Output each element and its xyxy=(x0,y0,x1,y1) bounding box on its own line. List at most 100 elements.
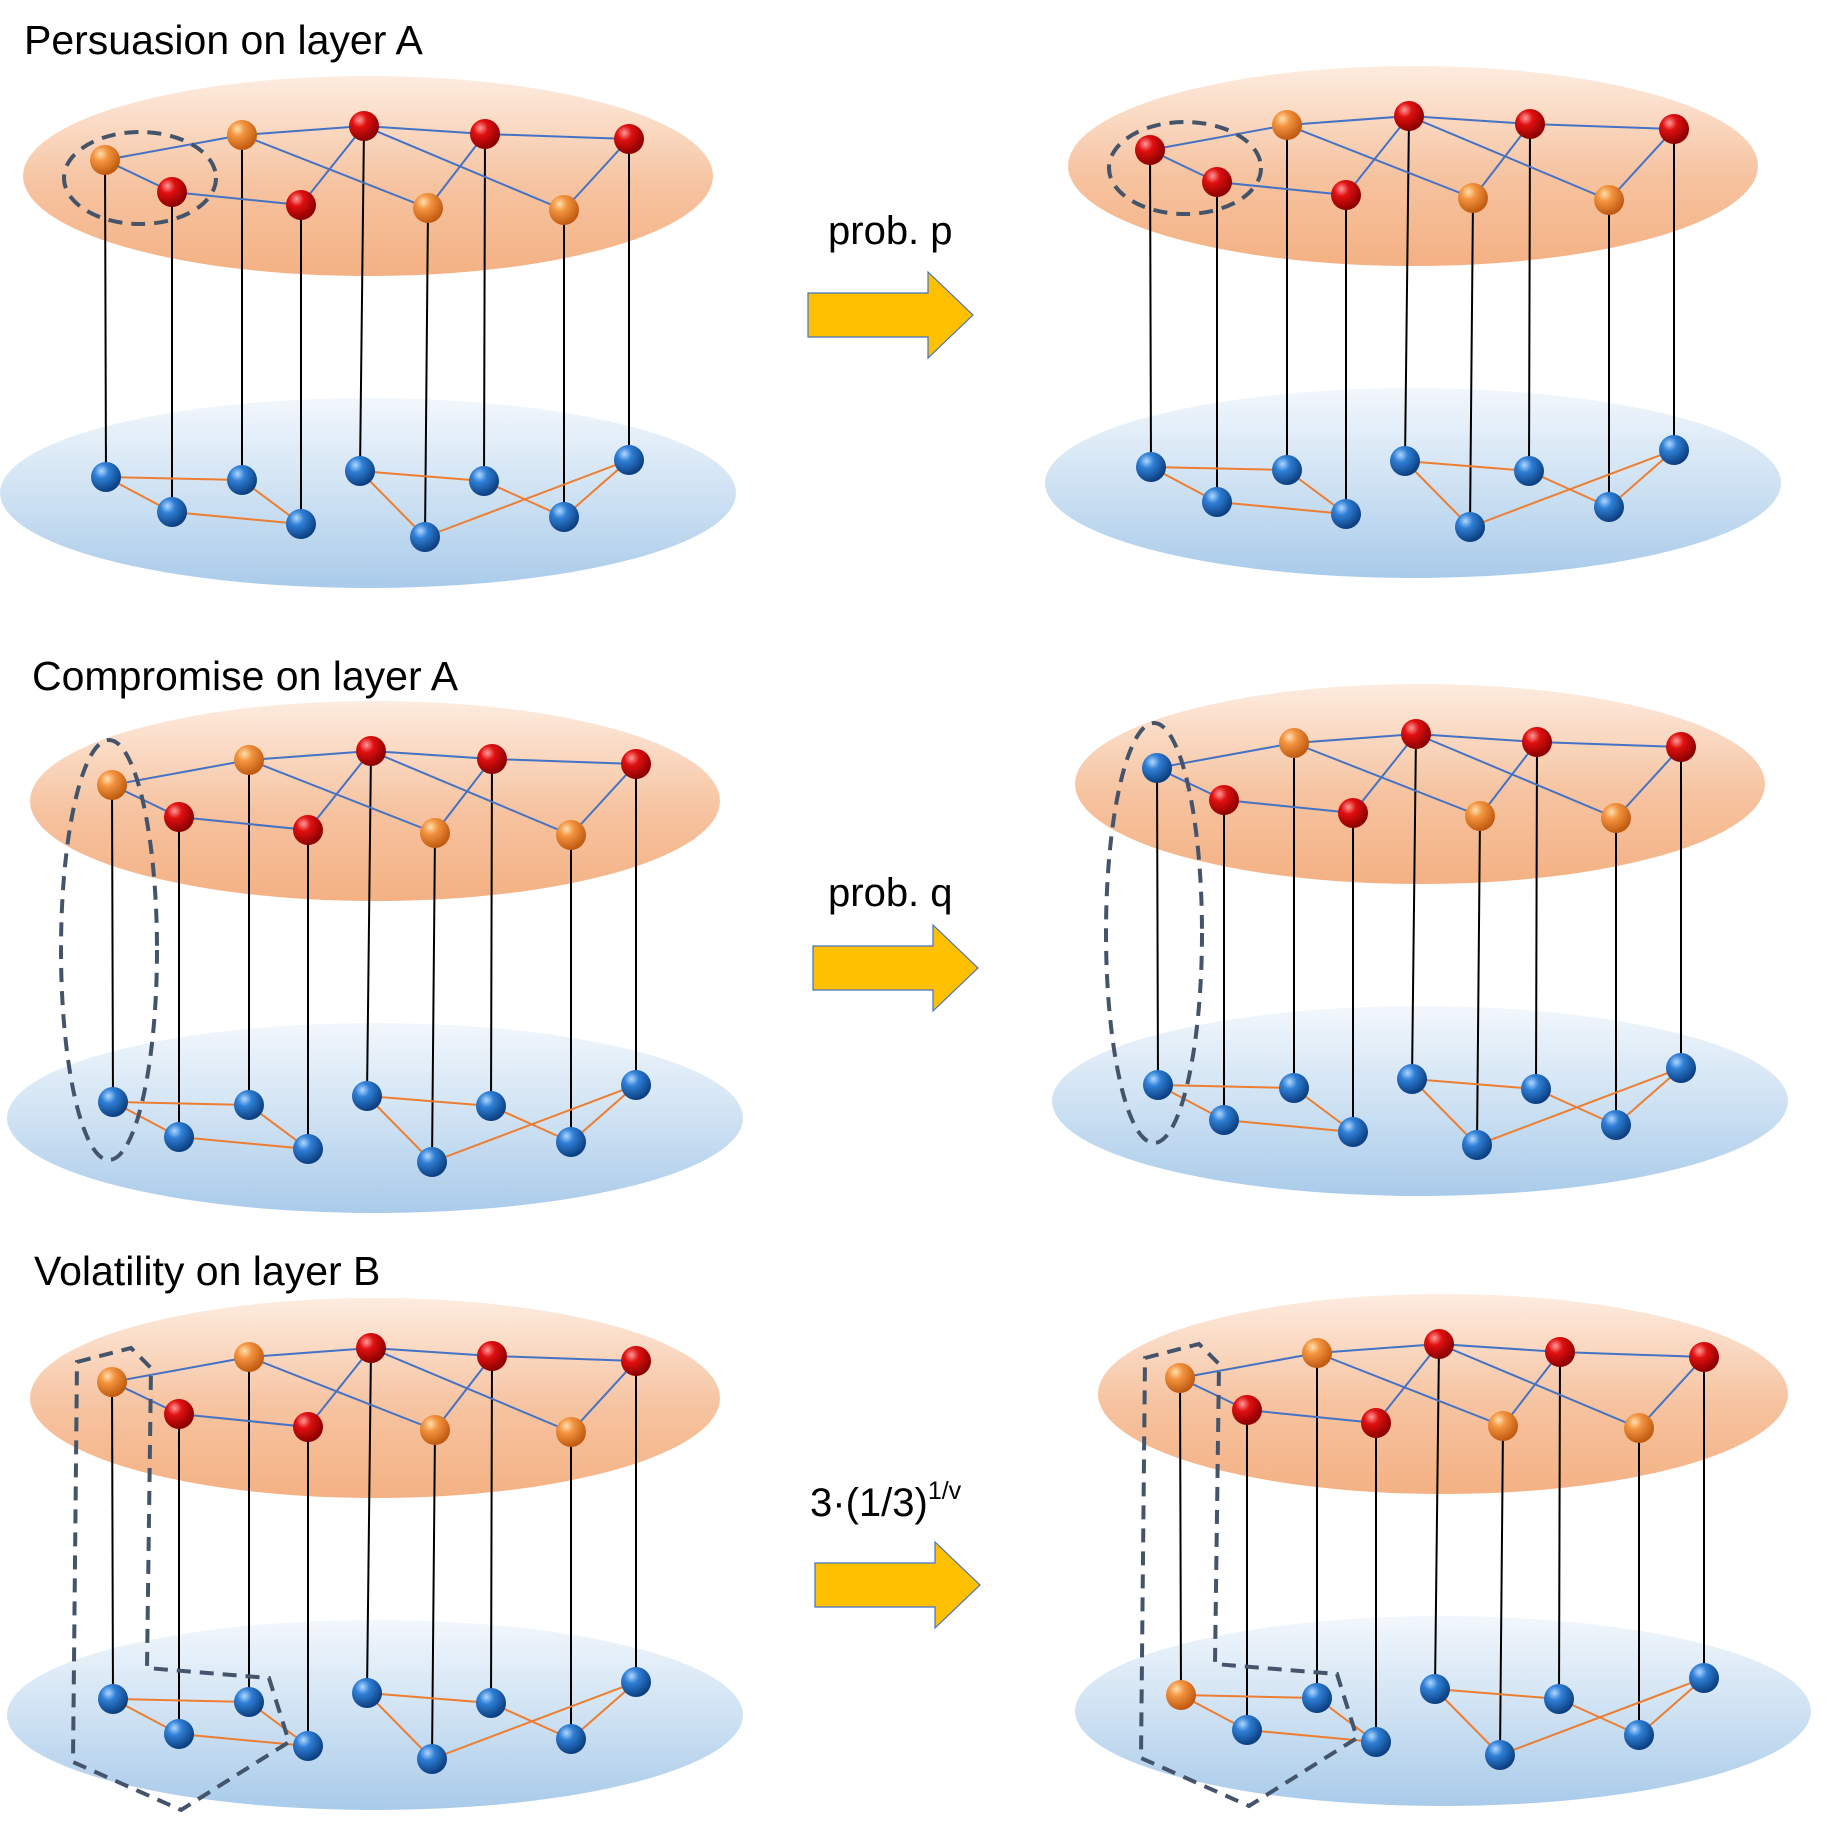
layer-a-node-red xyxy=(1361,1408,1391,1438)
interlayer-link xyxy=(424,207,429,538)
interlayer-link xyxy=(431,832,436,1163)
layer-a-edge xyxy=(104,134,243,161)
network-panels xyxy=(0,66,1811,1813)
layer-b-node-blue xyxy=(1455,512,1485,542)
layer-a-edge xyxy=(1438,1343,1561,1353)
layer-a-node-red xyxy=(293,1412,323,1442)
layer-b-node-blue xyxy=(1338,1117,1368,1147)
layer-a-node-orange xyxy=(420,1415,450,1445)
layer-a-edge xyxy=(1472,123,1531,199)
layer-a-disk xyxy=(30,701,720,901)
layer-a-edge xyxy=(111,759,250,786)
layer-b-edge xyxy=(1434,1688,1560,1700)
layer-b-disk xyxy=(7,1023,743,1213)
layer-b-disk xyxy=(7,1620,743,1810)
layer-b-node-blue xyxy=(1485,1740,1515,1770)
layer-a-disk xyxy=(23,76,713,276)
layer-a-edge xyxy=(1615,746,1682,819)
layer-b-node-blue xyxy=(1514,456,1544,486)
layer-a-node-orange xyxy=(1624,1413,1654,1443)
layer-b-node-blue xyxy=(234,1090,264,1120)
interlayer-link xyxy=(490,1355,493,1704)
layer-a-edge xyxy=(178,1413,309,1428)
layer-a-node-orange xyxy=(234,745,264,775)
layer-a-node-orange xyxy=(1279,728,1309,758)
layer-b-node-blue xyxy=(1544,1684,1574,1714)
layer-a-edge xyxy=(1293,733,1417,744)
layer-b-node-blue xyxy=(1272,455,1302,485)
layer-b-disk xyxy=(1075,1616,1811,1806)
layer-b-node-blue xyxy=(164,1122,194,1152)
layer-b-edge xyxy=(1404,460,1530,472)
layer-a-edge xyxy=(370,1347,493,1357)
layer-a-edge xyxy=(307,1347,372,1428)
layer-a-edge xyxy=(1345,115,1410,196)
node-column-highlight xyxy=(59,738,159,1162)
layer-a-edge xyxy=(1638,1356,1705,1429)
layer-a-edge xyxy=(178,816,309,831)
layer-b-node-blue xyxy=(1390,446,1420,476)
layer-a-edge xyxy=(1286,115,1410,126)
layer-b-edge xyxy=(1180,1694,1318,1699)
layer-a-node-red xyxy=(1232,1395,1262,1425)
layer-a-edge xyxy=(1293,742,1481,817)
layer-b-edge xyxy=(1476,1067,1682,1146)
layer-a-node-red xyxy=(356,1333,386,1363)
layer-a-node-red xyxy=(1202,167,1232,197)
layer-b-node-blue xyxy=(98,1087,128,1117)
layer-a-edge xyxy=(491,1355,637,1362)
layer-b-node-orange xyxy=(1166,1680,1196,1710)
layer-b-disk xyxy=(0,398,736,588)
transition-arrows xyxy=(807,270,981,1630)
volatility-region-highlight xyxy=(1138,1341,1360,1809)
layer-a-edge xyxy=(491,758,637,765)
layer-a-edge xyxy=(363,125,486,135)
interlayer-link xyxy=(490,758,493,1107)
layer-b-node-blue xyxy=(1202,487,1232,517)
layer-a-node-red xyxy=(293,815,323,845)
layer-b-edge xyxy=(1157,1084,1295,1089)
layer-b-node-blue xyxy=(1601,1110,1631,1140)
row-3-transition-arrow xyxy=(814,1540,981,1630)
layer-a-edge xyxy=(1408,115,1531,125)
layer-a-node-red xyxy=(1545,1337,1575,1367)
interlayer-link xyxy=(1476,815,1481,1146)
layer-b-edge xyxy=(112,1698,250,1703)
layer-a-edge xyxy=(1479,741,1538,817)
interlayer-link xyxy=(1558,1351,1561,1700)
layer-b-node-blue xyxy=(91,462,121,492)
layer-a-edge xyxy=(570,763,637,836)
row-1-before-panel xyxy=(0,76,736,588)
row-1-transition-arrow xyxy=(807,270,974,360)
interlayer-link xyxy=(1499,1425,1504,1756)
layer-a-node-red xyxy=(1659,114,1689,144)
layer-a-node-orange xyxy=(420,818,450,848)
layer-b-node-blue xyxy=(556,1724,586,1754)
layer-a-edge xyxy=(248,1347,372,1358)
layer-a-edge xyxy=(1246,1409,1377,1424)
layer-b-node-blue xyxy=(469,466,499,496)
layer-a-node-orange xyxy=(549,195,579,225)
layer-b-disk xyxy=(1045,388,1781,578)
layer-a-disk xyxy=(1075,684,1765,884)
layer-b-node-blue xyxy=(345,456,375,486)
layer-a-node-orange xyxy=(556,1417,586,1447)
layer-b-edge xyxy=(359,470,485,482)
interlayer-link xyxy=(1179,1377,1182,1696)
layer-a-edge xyxy=(1316,1343,1440,1354)
layer-a-node-orange xyxy=(1302,1338,1332,1368)
layer-b-edge xyxy=(424,459,630,538)
layer-a-node-orange xyxy=(90,145,120,175)
row-1-title: Persuasion on layer A xyxy=(24,17,424,63)
row-3-before-panel xyxy=(7,1298,743,1813)
node-column-highlight xyxy=(1104,721,1204,1145)
layer-a-disk xyxy=(30,1298,720,1498)
layer-b-node-blue xyxy=(1462,1130,1492,1160)
layer-a-node-red xyxy=(1522,727,1552,757)
layer-b-node-blue xyxy=(98,1684,128,1714)
layer-a-node-red xyxy=(349,111,379,141)
layer-b-edge xyxy=(1216,501,1347,515)
interlayer-link xyxy=(1156,767,1159,1086)
layer-b-disk xyxy=(1052,1006,1788,1196)
